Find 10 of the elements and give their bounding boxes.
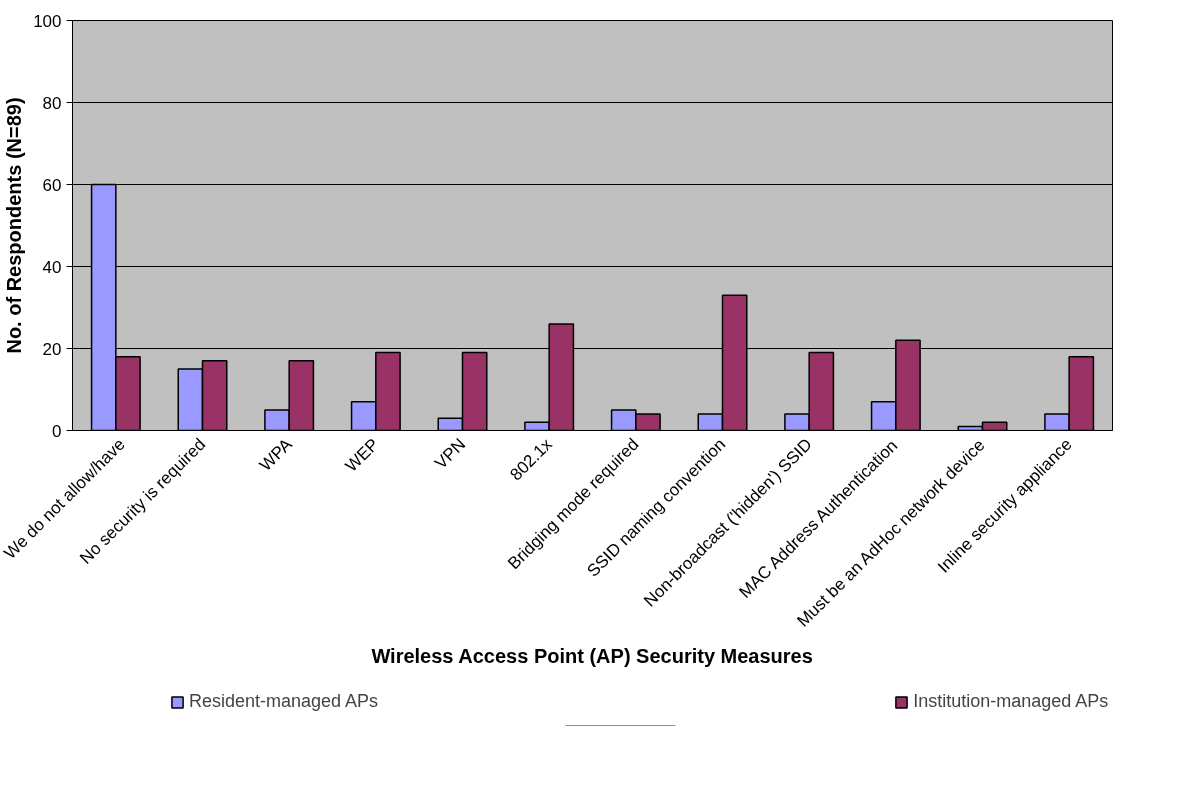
y-tick-label: 0 (52, 421, 62, 441)
y-tick-label: 20 (42, 339, 62, 359)
legend-label: Resident-managed APs (189, 691, 379, 712)
y-axis-title: No. of Respondents (N=89) (3, 97, 26, 354)
legend-label: Institution-managed APs (913, 691, 1109, 712)
y-tick-label: 40 (42, 257, 62, 277)
x-axis-title: Wireless Access Point (AP) Security Measures (371, 645, 813, 668)
y-tick-label: 100 (33, 11, 62, 31)
y-tick-label: 80 (42, 93, 62, 113)
y-tick-label: 60 (42, 175, 62, 195)
